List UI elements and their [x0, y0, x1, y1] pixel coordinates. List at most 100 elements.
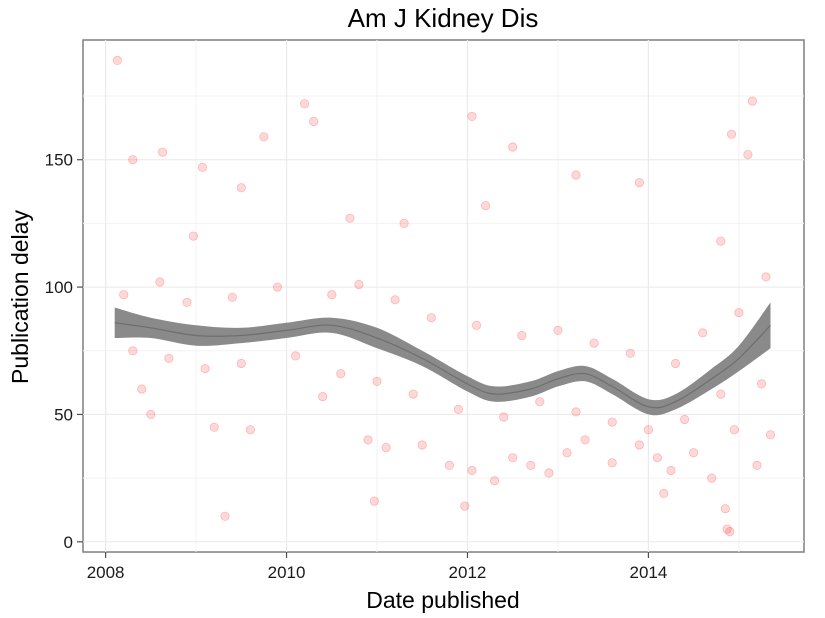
plot-panel	[82, 39, 805, 553]
data-point	[726, 129, 737, 139]
data-point	[309, 116, 319, 127]
data-point	[526, 460, 536, 470]
data-point	[236, 183, 246, 193]
data-point	[155, 277, 165, 287]
data-point	[188, 231, 198, 241]
data-point	[625, 348, 635, 358]
data-point	[666, 465, 676, 476]
data-point	[544, 468, 554, 478]
data-point	[345, 213, 355, 223]
y-tick-label: 50	[54, 405, 73, 424]
data-point	[197, 162, 207, 172]
data-point	[670, 358, 681, 369]
data-point	[589, 338, 599, 348]
data-point	[390, 295, 400, 305]
data-point	[426, 313, 436, 323]
data-point	[453, 404, 463, 414]
grid-lines	[83, 40, 804, 552]
data-point	[245, 425, 255, 435]
data-point	[354, 279, 364, 290]
y-tick-label: 100	[45, 278, 73, 297]
smooth-line	[114, 322, 771, 409]
x-tick-label: 2008	[87, 563, 125, 582]
data-point	[607, 417, 617, 427]
data-point	[408, 389, 418, 399]
data-point	[761, 272, 771, 282]
x-tick-label: 2014	[629, 563, 667, 582]
data-point	[752, 460, 762, 470]
data-point	[652, 453, 663, 463]
data-point	[679, 414, 690, 425]
data-point	[734, 307, 744, 318]
data-point	[318, 391, 328, 402]
data-point	[471, 320, 482, 330]
data-point	[399, 218, 409, 228]
data-point	[489, 476, 500, 486]
data-point	[725, 526, 735, 537]
data-point	[508, 453, 518, 463]
y-axis-title: Publication delay	[7, 210, 33, 384]
axis-ticks: 0 50 100 150 2008 2010 2012 2014	[45, 151, 668, 582]
data-point	[146, 409, 156, 419]
data-point	[128, 346, 138, 356]
data-point	[747, 96, 758, 106]
data-point	[236, 358, 246, 369]
x-tick-label: 2010	[268, 563, 306, 582]
data-point	[743, 150, 753, 160]
data-point	[137, 384, 147, 394]
data-point	[290, 351, 301, 361]
chart-title: Am J Kidney Dis	[348, 3, 539, 33]
data-point	[272, 282, 283, 292]
data-point	[227, 292, 237, 302]
data-point	[128, 155, 138, 165]
data-point	[460, 501, 470, 511]
data-points	[112, 55, 776, 537]
data-point	[765, 430, 776, 440]
confidence-band	[114, 302, 771, 416]
data-point	[209, 422, 219, 432]
data-point	[259, 132, 269, 142]
data-point	[716, 389, 726, 399]
data-point	[553, 325, 563, 335]
data-point	[499, 412, 509, 422]
data-point	[336, 369, 346, 379]
y-tick-label: 0	[64, 533, 73, 552]
data-point	[164, 353, 174, 363]
data-point	[729, 425, 739, 435]
data-point	[182, 297, 192, 307]
smooth-fit	[114, 302, 771, 416]
data-point	[369, 496, 379, 506]
data-point	[571, 407, 581, 417]
data-point	[417, 440, 427, 450]
data-point	[580, 435, 590, 445]
data-point	[722, 524, 732, 534]
data-point	[508, 142, 518, 152]
data-point	[381, 442, 391, 453]
data-point	[363, 435, 373, 445]
data-point	[634, 440, 645, 450]
data-point	[299, 99, 310, 109]
data-point	[158, 147, 168, 157]
data-point	[119, 290, 129, 300]
data-point	[327, 290, 337, 300]
data-point	[562, 448, 572, 458]
data-point	[698, 328, 708, 338]
x-axis-title: Date published	[366, 587, 519, 613]
data-point	[480, 201, 491, 211]
data-point	[444, 460, 454, 470]
data-point	[607, 458, 617, 468]
data-point	[571, 170, 581, 180]
data-point	[200, 363, 210, 374]
data-point	[372, 376, 382, 386]
x-tick-label: 2012	[449, 563, 487, 582]
data-point	[220, 511, 230, 521]
data-point	[467, 465, 477, 476]
data-point	[634, 178, 645, 188]
data-point	[517, 330, 527, 341]
y-tick-label: 150	[45, 151, 73, 170]
data-point	[467, 111, 477, 122]
data-point	[720, 504, 730, 514]
data-point	[756, 379, 767, 389]
data-point	[112, 55, 123, 66]
